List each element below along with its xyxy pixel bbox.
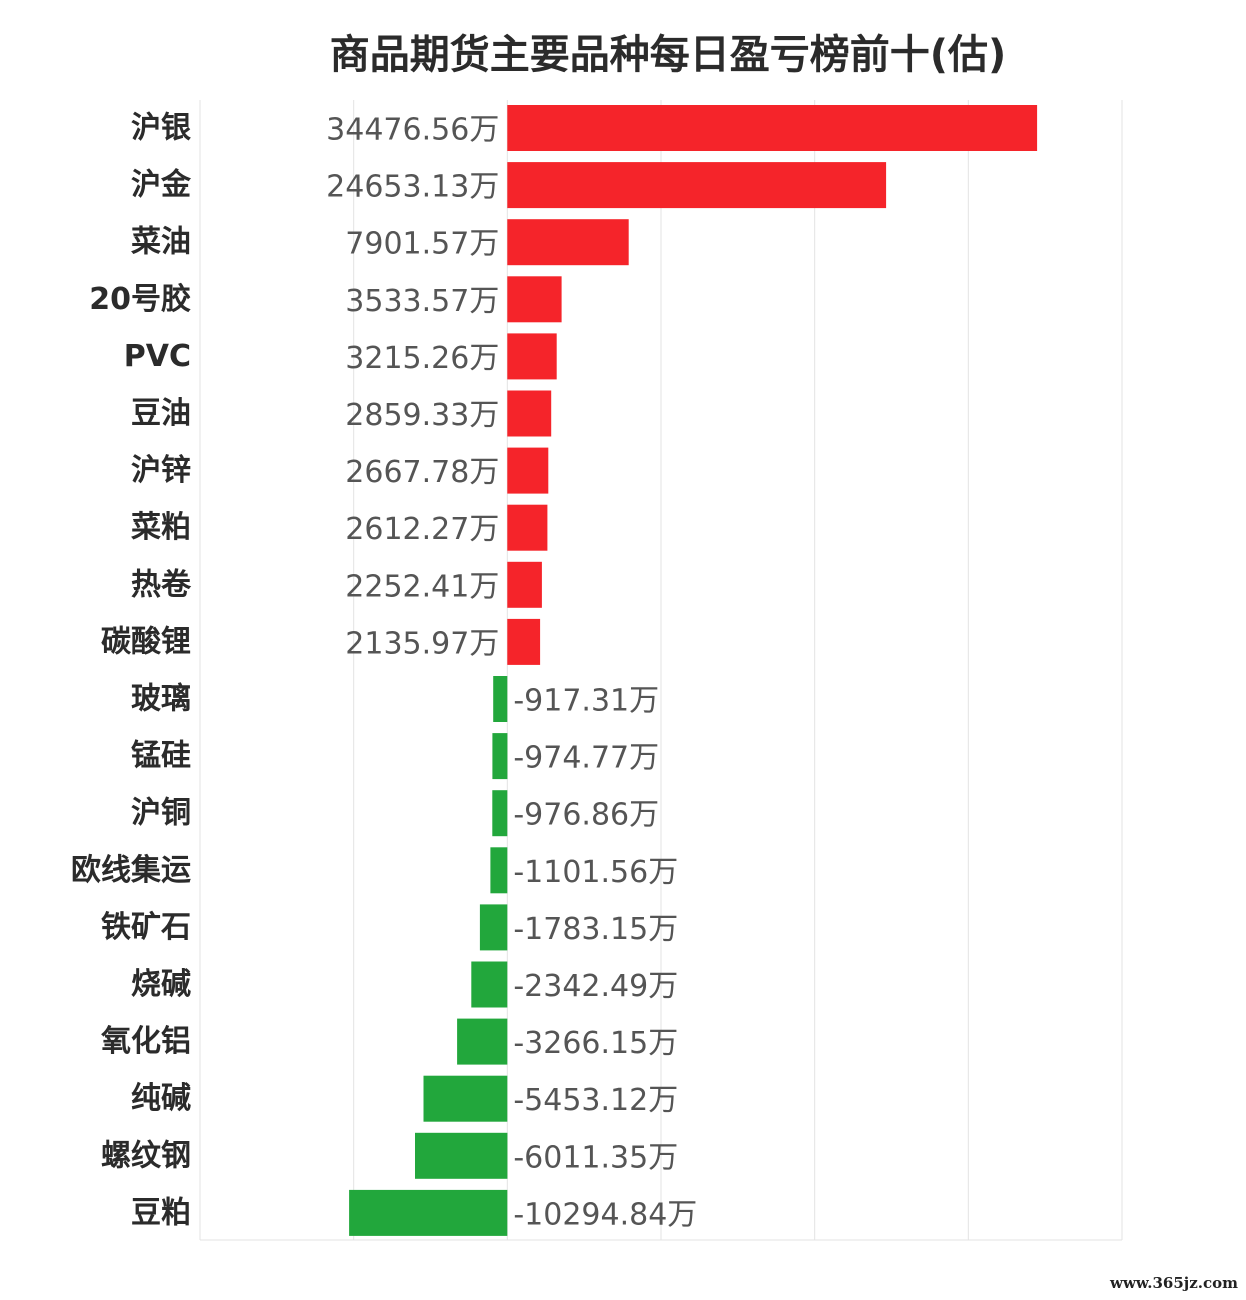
category-label: 豆油 [131,396,191,431]
bar-3 [507,276,562,323]
bar-14 [479,904,508,951]
watermark: www.365jz.com [1110,1274,1238,1292]
value-label: -10294.84万 [513,1197,697,1232]
category-label: 热卷 [131,567,192,602]
category-label: 豆粕 [131,1195,191,1230]
bar-2 [507,219,629,266]
bar-11 [492,733,508,780]
category-label: 碳酸锂 [101,624,191,659]
value-label: 3215.26万 [345,341,499,376]
value-label: -917.31万 [513,684,659,719]
category-label: 20号胶 [89,282,191,317]
bar-1 [507,162,887,209]
value-label: -3266.15万 [513,1026,678,1061]
value-label: 7901.57万 [345,227,499,262]
value-label: -1783.15万 [513,912,678,947]
bar-18 [415,1132,508,1179]
bar-17 [423,1075,508,1122]
bar-6 [507,447,549,494]
grid-lines [199,100,1123,1241]
value-label: 2667.78万 [345,455,499,490]
category-label: 菜油 [131,225,191,260]
value-label: 3533.57万 [345,284,499,319]
category-label: 玻璃 [131,682,191,717]
bar-7 [507,504,548,551]
value-label: -6011.35万 [513,1140,678,1175]
category-label: 纯碱 [131,1081,191,1116]
value-labels: 34476.56万 24653.13万 7901.57万 3533.57万 3215.2… [326,113,697,1233]
value-label: 2135.97万 [345,626,499,661]
value-label: 2252.41万 [345,569,499,604]
category-label: PVC [124,339,191,374]
value-label: -2342.49万 [513,969,678,1004]
category-label: 烧碱 [131,967,191,1002]
bar-0 [507,105,1038,151]
category-label: 菜粕 [131,510,191,545]
category-label: 沪锌 [131,453,191,488]
bar-16 [457,1018,508,1065]
bar-19 [349,1189,508,1236]
bar-5 [507,390,552,437]
bar-12 [492,790,508,837]
bars [349,105,1038,1236]
category-label: 锰硅 [131,739,191,774]
category-label: 欧线集运 [71,853,191,888]
bar-8 [507,561,542,608]
value-label: 34476.56万 [326,113,499,148]
value-label: -1101.56万 [513,855,678,890]
value-label: 2859.33万 [345,398,499,433]
value-label: 24653.13万 [326,170,499,205]
bar-15 [471,961,508,1008]
chart-title: 商品期货主要品种每日盈亏榜前十(估) [329,32,1007,78]
value-label: -5453.12万 [513,1083,678,1118]
category-label: 氧化铝 [101,1024,191,1059]
category-label: 沪银 [131,111,191,146]
value-label: 2612.27万 [345,512,499,547]
bar-10 [493,676,508,722]
bar-13 [490,847,508,894]
bar-9 [507,618,541,665]
category-label: 沪金 [131,168,192,203]
category-label: 铁矿石 [101,910,191,945]
bar-4 [507,333,557,380]
value-label: -976.86万 [513,798,659,833]
category-label: 螺纹钢 [101,1138,191,1173]
category-label: 沪铜 [131,796,191,831]
value-label: -974.77万 [513,741,659,776]
